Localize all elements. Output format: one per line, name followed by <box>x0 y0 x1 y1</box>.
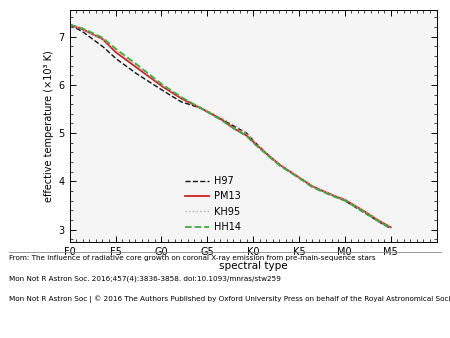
Line: KH95: KH95 <box>70 25 391 227</box>
PM13 <box>149 77 155 81</box>
KH95 <box>212 113 218 117</box>
PM13 <box>124 58 129 62</box>
H97 <box>212 114 218 118</box>
X-axis label: spectral type: spectral type <box>219 261 288 271</box>
HH14 <box>388 226 393 230</box>
KH95 <box>67 23 72 27</box>
H97 <box>309 184 314 188</box>
KH95 <box>124 56 129 60</box>
KH95 <box>309 184 314 188</box>
PM13 <box>309 184 314 188</box>
HH14 <box>149 75 155 79</box>
HH14 <box>67 23 72 27</box>
HH14 <box>212 114 218 118</box>
Legend: H97, PM13, KH95, HH14: H97, PM13, KH95, HH14 <box>184 176 241 232</box>
KH95 <box>281 166 287 170</box>
Text: Mon Not R Astron Soc. 2016;457(4):3836-3858. doi:10.1093/mnras/stw259: Mon Not R Astron Soc. 2016;457(4):3836-3… <box>9 275 281 282</box>
Line: H97: H97 <box>70 25 391 228</box>
HH14 <box>256 146 261 150</box>
Line: PM13: PM13 <box>70 25 391 227</box>
HH14 <box>309 185 314 189</box>
PM13 <box>67 23 72 27</box>
H97 <box>388 226 393 231</box>
H97 <box>67 23 72 27</box>
H97 <box>149 82 155 86</box>
Y-axis label: effective temperature (×10³ K): effective temperature (×10³ K) <box>45 50 54 202</box>
PM13 <box>212 114 218 118</box>
KH95 <box>256 144 261 148</box>
PM13 <box>281 166 287 170</box>
Text: Mon Not R Astron Soc | © 2016 The Authors Published by Oxford University Press o: Mon Not R Astron Soc | © 2016 The Author… <box>9 296 450 304</box>
Line: HH14: HH14 <box>70 25 391 228</box>
Text: From: The influence of radiative core growth on coronal X-ray emission from pre-: From: The influence of radiative core gr… <box>9 255 376 261</box>
H97 <box>281 166 287 170</box>
PM13 <box>256 145 261 149</box>
H97 <box>124 65 129 69</box>
PM13 <box>388 225 393 229</box>
KH95 <box>388 225 393 229</box>
KH95 <box>149 76 155 80</box>
HH14 <box>124 55 129 59</box>
HH14 <box>281 166 287 170</box>
H97 <box>256 144 261 148</box>
